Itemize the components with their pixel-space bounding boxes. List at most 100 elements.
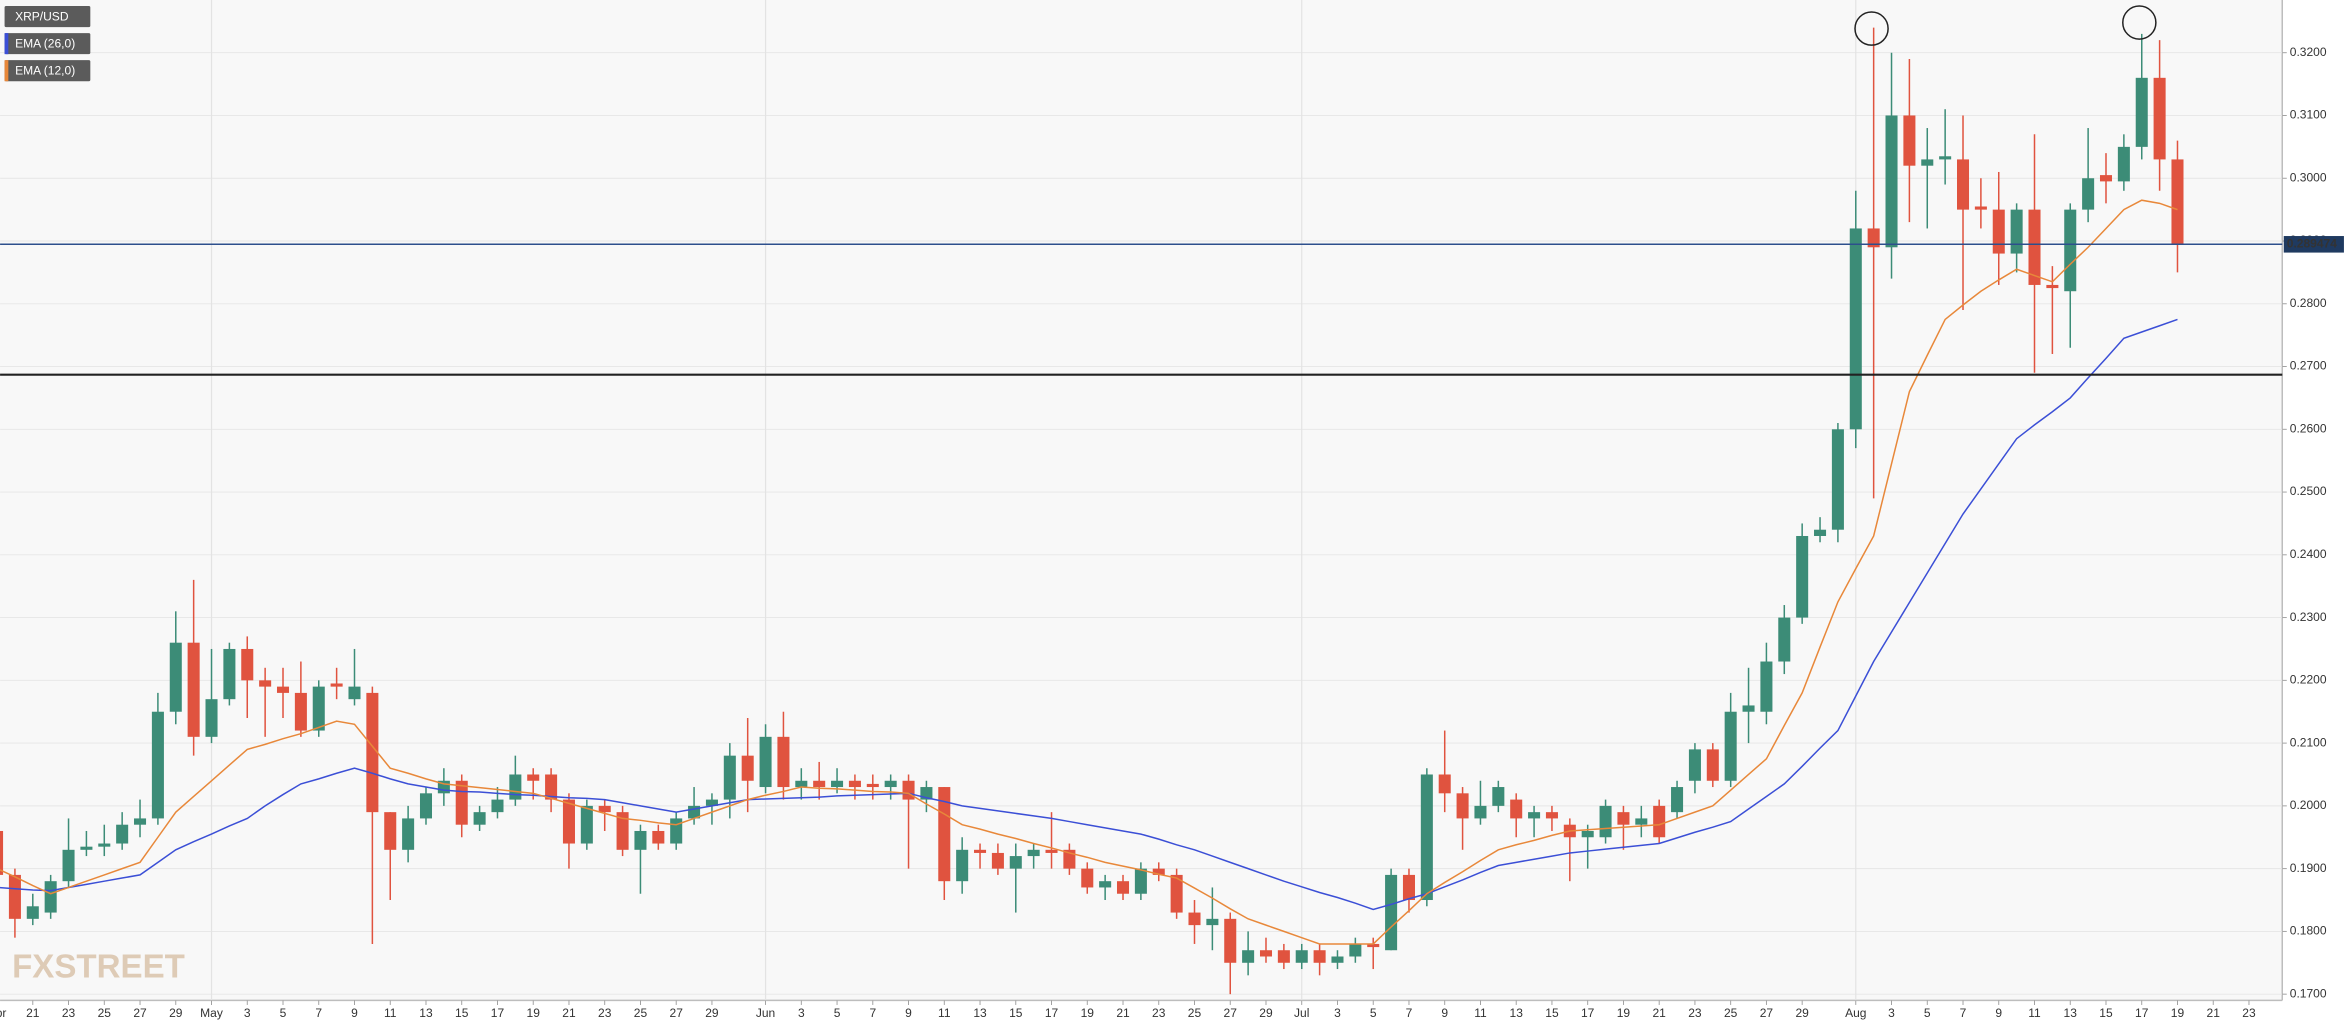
grid — [0, 0, 2287, 1005]
candle-body — [1510, 799, 1523, 819]
legend-swatch — [4, 60, 9, 82]
candle-body — [151, 711, 164, 819]
x-tick-label: Jul — [1294, 1006, 1309, 1020]
candle-body — [1152, 868, 1165, 875]
x-tick-label: 23 — [1688, 1006, 1702, 1020]
x-tick-label: 5 — [280, 1006, 287, 1020]
candle-body — [1903, 115, 1916, 166]
x-tick-label: 21 — [26, 1006, 40, 1020]
legend: XRP/USD EMA (26,0) EMA (12,0) — [4, 6, 91, 82]
plot-background — [0, 0, 2282, 1000]
candle-body — [2099, 175, 2113, 182]
candle-body — [866, 783, 879, 788]
x-tick-label: 19 — [1081, 1006, 1095, 1020]
x-tick-label: 9 — [351, 1006, 358, 1020]
candle-body — [1617, 812, 1630, 825]
candle-body — [1277, 950, 1290, 963]
x-tick-label: May — [200, 1006, 223, 1020]
candle-body — [527, 774, 540, 781]
candle-body — [1849, 228, 1862, 430]
candle-body — [1402, 874, 1415, 901]
x-tick-label: 29 — [169, 1006, 183, 1020]
candle-body — [366, 692, 379, 813]
candle-body — [312, 686, 325, 731]
x-tick-label: 5 — [834, 1006, 841, 1020]
candle-body — [1331, 956, 1344, 963]
candle-body — [705, 799, 718, 806]
candle-body — [1009, 856, 1022, 869]
x-tick-label: 23 — [598, 1006, 612, 1020]
candle-body — [1063, 849, 1076, 869]
candle-body — [634, 830, 647, 850]
ema-line — [0, 318, 2178, 911]
x-tick-label: 13 — [1510, 1006, 1524, 1020]
candle-body — [1992, 209, 2005, 254]
x-tick-label: 7 — [315, 1006, 322, 1020]
x-tick-label: 7 — [1406, 1006, 1413, 1020]
candle-body — [1242, 950, 1255, 963]
y-tick-label: 0.2700 — [2290, 359, 2327, 373]
y-tick-label: 0.1700 — [2290, 986, 2327, 1000]
candle-body — [848, 780, 861, 788]
candle-body — [1581, 830, 1594, 838]
candle-body — [2028, 209, 2041, 285]
y-tick-label: 0.2400 — [2290, 547, 2327, 561]
x-tick-label: 3 — [244, 1006, 251, 1020]
marks — [0, 27, 2283, 995]
candle-body — [991, 852, 1004, 869]
x-tick-label: 29 — [1259, 1006, 1273, 1020]
price-label: 0.289474 — [2287, 236, 2337, 250]
candle-body — [223, 648, 236, 700]
candle-body — [1688, 749, 1701, 781]
candle-body — [1956, 159, 1970, 210]
candle-body — [1706, 749, 1719, 781]
candle-body — [384, 812, 397, 850]
candle-body — [1313, 950, 1326, 963]
candle-body — [1671, 787, 1684, 813]
candle-body — [2153, 77, 2166, 160]
candle-body — [455, 780, 468, 825]
x-tick-label: 25 — [1724, 1006, 1738, 1020]
candle-body — [205, 699, 218, 737]
candle-body — [1385, 874, 1398, 951]
x-tick-label: 23 — [2242, 1006, 2256, 1020]
x-tick-label: 17 — [1045, 1006, 1059, 1020]
candle-body — [1224, 918, 1237, 963]
candle-body — [1921, 159, 1934, 166]
candle-body — [1492, 787, 1505, 806]
x-tick-label: 17 — [491, 1006, 505, 1020]
x-tick-label: 19 — [527, 1006, 541, 1020]
candle-body — [1724, 711, 1737, 781]
candle-body — [545, 774, 558, 800]
candle-body — [1814, 529, 1827, 536]
candle-body — [1367, 943, 1380, 948]
candle-body — [1974, 206, 1987, 210]
x-tick-label: 9 — [1995, 1006, 2002, 1020]
candle-body — [26, 906, 39, 919]
candle-body — [187, 642, 200, 737]
x-tick-label: 25 — [634, 1006, 648, 1020]
x-tick-label: 27 — [670, 1006, 684, 1020]
x-tick-label: 17 — [2135, 1006, 2149, 1020]
candle-body — [134, 818, 147, 825]
legend-box — [4, 6, 91, 28]
candle-body — [1778, 617, 1791, 662]
candle-body — [259, 680, 272, 687]
y-tick-label: 0.2000 — [2290, 798, 2327, 812]
candle-body — [2171, 159, 2184, 245]
candle-body — [938, 787, 951, 882]
legend-label: EMA (26,0) — [15, 37, 75, 51]
x-tick-label: 7 — [1960, 1006, 1967, 1020]
x-tick-label: Apr — [0, 1006, 6, 1020]
candle-body — [1599, 805, 1612, 838]
x-tick-label: 15 — [2099, 1006, 2113, 1020]
candle-body — [1438, 774, 1451, 794]
candle-body — [1027, 849, 1040, 857]
legend-box — [4, 33, 91, 55]
candle-body — [795, 780, 808, 788]
x-tick-label: 25 — [1188, 1006, 1202, 1020]
x-tick-label: 11 — [2028, 1006, 2041, 1020]
y-tick-label: 0.1900 — [2290, 861, 2327, 875]
candle-body — [1474, 805, 1487, 819]
candle-body — [1885, 115, 1898, 248]
